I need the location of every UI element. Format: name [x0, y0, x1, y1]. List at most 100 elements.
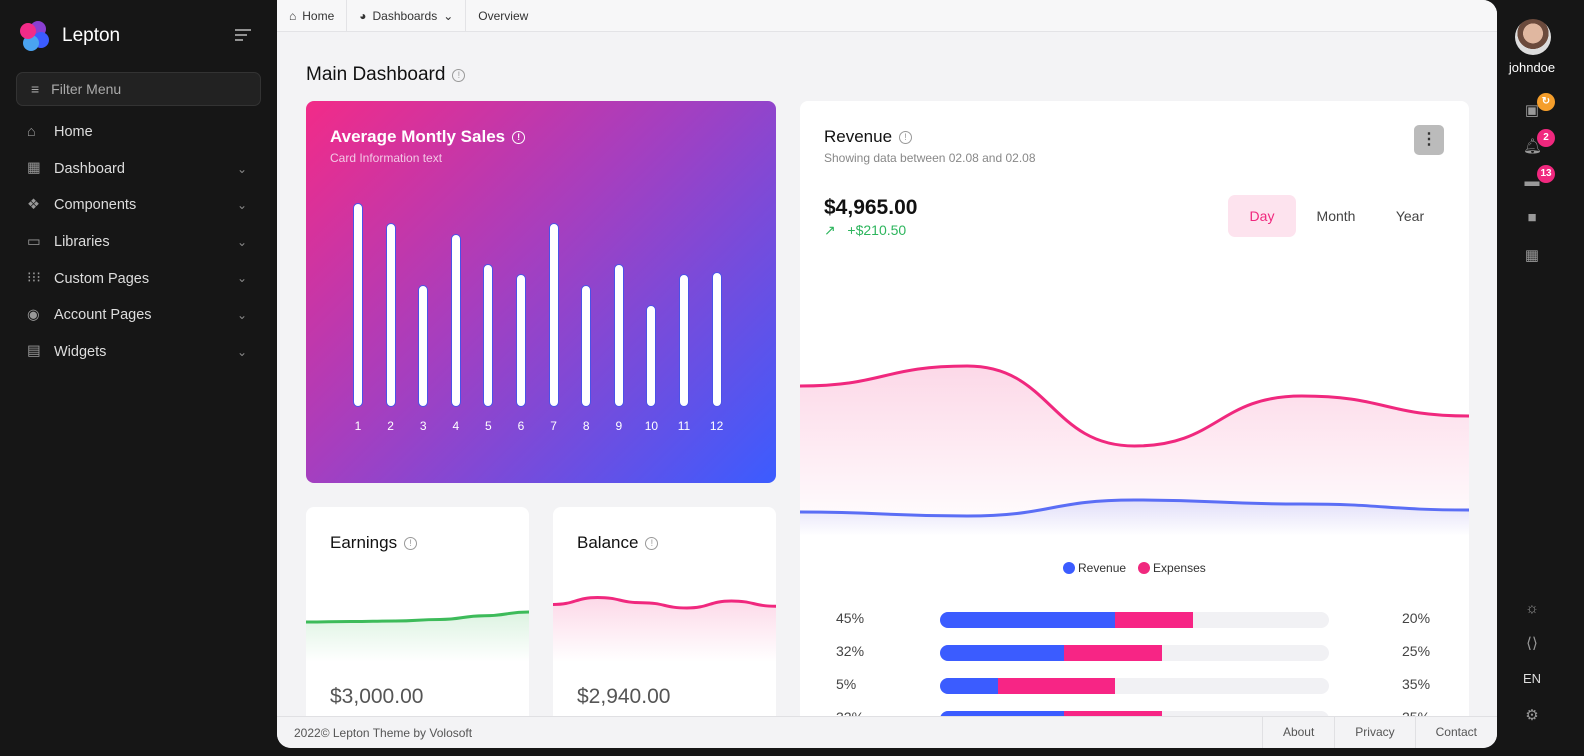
- sidebar-item-widgets[interactable]: ▤ Widgets ⌄: [0, 334, 277, 371]
- info-icon[interactable]: !: [512, 130, 526, 144]
- balance-trend-line: [553, 595, 776, 610]
- language-selector[interactable]: EN: [1522, 671, 1542, 686]
- footer-link-contact[interactable]: Contact: [1414, 717, 1497, 748]
- username[interactable]: johndoe: [1508, 60, 1556, 75]
- sidebar-item-dashboard[interactable]: ▦ Dashboard ⌄: [0, 151, 277, 188]
- info-icon[interactable]: !: [645, 536, 659, 550]
- chevron-down-icon: ⌄: [236, 234, 247, 249]
- filter-placeholder: Filter Menu: [51, 81, 122, 97]
- dashboard-icon: ▦: [27, 160, 41, 177]
- libraries-icon: ▭: [27, 233, 41, 250]
- breadcrumb-overview[interactable]: Overview: [466, 0, 540, 31]
- page-title: Main Dashboard!: [306, 64, 466, 86]
- tab-day[interactable]: Day: [1228, 195, 1296, 237]
- bar-month-6[interactable]: [516, 274, 526, 407]
- bar-month-2[interactable]: [385, 223, 396, 407]
- progress-row: 5% 35%: [800, 674, 1469, 694]
- sidebar-item-label: Libraries: [54, 234, 110, 251]
- bar-label: 10: [644, 419, 659, 433]
- shopping-bag-icon[interactable]: ■: [1527, 209, 1537, 226]
- tab-year[interactable]: Year: [1395, 208, 1425, 224]
- progress-track: [940, 678, 1329, 694]
- progress-right-value: 20%: [1402, 610, 1431, 626]
- bar-month-12[interactable]: [711, 272, 722, 407]
- bar-month-4[interactable]: [450, 233, 461, 407]
- progress-right-value: 25%: [1402, 643, 1431, 659]
- sidebar-item-custom-pages[interactable]: ⁝⁝⁝ Custom Pages ⌄: [0, 260, 277, 297]
- sidebar-item-label: Home: [54, 124, 93, 141]
- footer-link-privacy[interactable]: Privacy: [1334, 717, 1414, 748]
- progress-track: [940, 645, 1329, 661]
- bar-label: 1: [354, 419, 362, 433]
- bar-month-1[interactable]: [353, 203, 363, 407]
- sun-icon[interactable]: ☼: [1525, 600, 1539, 617]
- average-monthly-sales-card: Average Montly Sales! Card Information t…: [306, 101, 776, 483]
- menu-toggle-icon[interactable]: [234, 28, 252, 42]
- avatar[interactable]: [1515, 19, 1551, 55]
- breadcrumb-overview-label: Overview: [478, 8, 529, 23]
- earnings-value: $3,000.00: [330, 685, 424, 708]
- user-screen-icon[interactable]: ▣ ↻: [1523, 93, 1555, 119]
- chevron-down-icon: ⌄: [236, 307, 247, 322]
- info-icon[interactable]: !: [452, 68, 466, 82]
- bar-label: 6: [517, 419, 525, 433]
- message-badge: 13: [1537, 165, 1555, 183]
- bar-month-7[interactable]: [548, 223, 559, 407]
- bell-icon[interactable]: 🔔︎ 2: [1523, 129, 1555, 155]
- logo[interactable]: Lepton: [18, 20, 120, 52]
- footer-link-about[interactable]: About: [1261, 717, 1334, 748]
- footer-copyright: 2022© Lepton Theme by Volosoft: [294, 726, 473, 740]
- footer: 2022© Lepton Theme by Volosoft About Pri…: [277, 716, 1497, 748]
- calendar-icon[interactable]: ▦: [1524, 247, 1540, 264]
- main-content: ⌂ Home ◕ Dashboards ⌄ Overview Main Dashboa…: [277, 0, 1497, 748]
- lepton-logo-icon: [20, 21, 49, 51]
- balance-title: Balance: [577, 533, 639, 552]
- bar-label: 7: [550, 419, 557, 433]
- legend-expenses[interactable]: Expenses: [1138, 561, 1206, 575]
- legend-label: Revenue: [1078, 561, 1127, 575]
- sidebar-item-account-pages[interactable]: ◉ Account Pages ⌄: [0, 297, 277, 334]
- settings-gear-icon[interactable]: ⚙: [1525, 707, 1539, 724]
- sales-card-subtitle: Card Information text: [330, 151, 443, 165]
- bar-label: 4: [452, 419, 460, 433]
- sidebar-item-components[interactable]: ❖ Components ⌄: [0, 187, 277, 224]
- filter-menu-input[interactable]: ≡ Filter Menu: [16, 72, 261, 106]
- progress-revenue-segment: [940, 645, 1065, 661]
- info-icon[interactable]: !: [404, 536, 418, 550]
- progress-right-value: 35%: [1402, 676, 1431, 692]
- chat-icon[interactable]: ▬ 13: [1523, 165, 1555, 191]
- bar-month-10[interactable]: [646, 305, 657, 407]
- progress-left-value: 5%: [836, 676, 857, 692]
- sidebar-item-label: Widgets: [54, 343, 107, 360]
- progress-expenses-segment: [1064, 645, 1162, 661]
- bar-month-11[interactable]: [679, 274, 689, 407]
- progress-revenue-segment: [940, 612, 1116, 628]
- grid-icon: ⁝⁝⁝: [27, 270, 41, 287]
- series-expenses-area: [800, 366, 1469, 536]
- series-revenue-area: [800, 500, 1469, 536]
- legend-dot: [1138, 562, 1151, 574]
- info-icon[interactable]: !: [899, 130, 913, 144]
- more-options-button[interactable]: ⋮: [1414, 125, 1444, 155]
- code-icon[interactable]: ⟨⟩: [1526, 635, 1538, 652]
- revenue-amount: $4,965.00: [824, 196, 918, 219]
- earnings-title: Earnings: [330, 533, 398, 552]
- breadcrumb-home[interactable]: ⌂ Home: [277, 0, 348, 31]
- sales-card-title: Average Montly Sales: [330, 127, 506, 146]
- sidebar-item-home[interactable]: ⌂ Home: [0, 114, 277, 151]
- bar-month-9[interactable]: [613, 264, 624, 407]
- progress-left-value: 45%: [836, 610, 865, 626]
- sidebar: Lepton ≡ Filter Menu ⌂ Home ▦ Dashboard ⌄ ❖ Com…: [0, 0, 277, 756]
- legend-revenue[interactable]: Revenue: [1063, 561, 1126, 575]
- breadcrumb-dashboards[interactable]: ◕ Dashboards ⌄: [347, 0, 467, 31]
- pie-chart-icon: ◕: [359, 8, 367, 23]
- tab-month[interactable]: Month: [1316, 208, 1356, 224]
- sidebar-item-libraries[interactable]: ▭ Libraries ⌄: [0, 224, 277, 261]
- refresh-icon: ↻: [1537, 93, 1555, 111]
- chart-legend: Revenue Expenses: [1063, 561, 1206, 575]
- earnings-sparkline: [306, 610, 529, 662]
- app-name: Lepton: [62, 25, 121, 46]
- bar-month-8[interactable]: [581, 284, 592, 407]
- bar-month-5[interactable]: [483, 264, 494, 407]
- bar-month-3[interactable]: [418, 284, 429, 407]
